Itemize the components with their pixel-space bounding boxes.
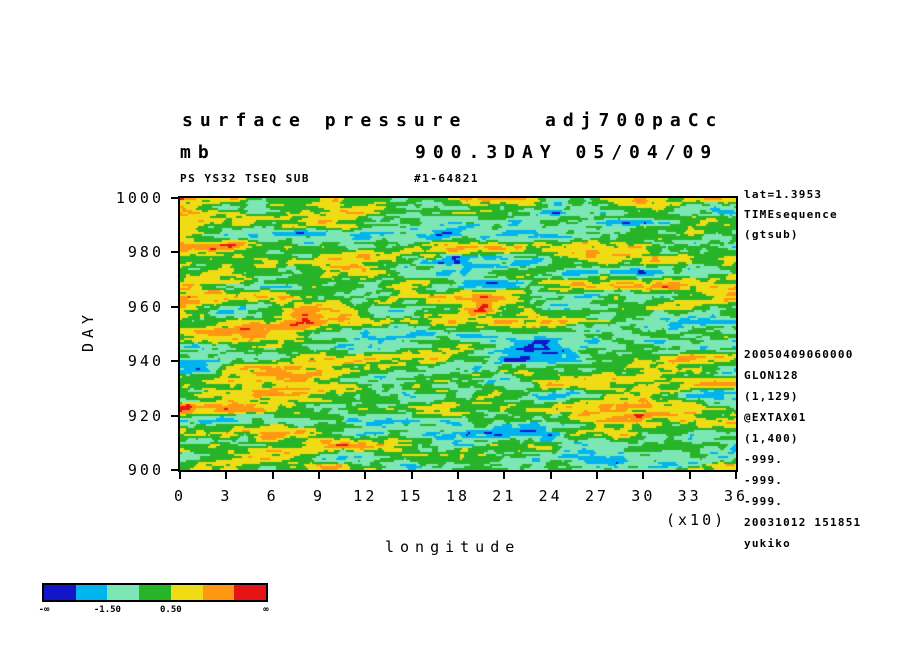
x-tick-label: 6 — [266, 487, 279, 505]
x-tick-mark — [318, 472, 320, 479]
x-tick-label: 3 — [220, 487, 233, 505]
side-note-line: (gtsub) — [744, 228, 799, 241]
dataset-id-label: PS YS32 TSEQ SUB — [180, 172, 310, 185]
plot-frame — [178, 196, 738, 472]
side-note-line: -999. — [744, 495, 784, 508]
x-tick-mark — [596, 472, 598, 479]
y-tick-mark — [171, 469, 178, 471]
colorbar-tick-label: ∞ — [263, 605, 269, 615]
x-tick-label: 9 — [312, 487, 326, 505]
x-tick-mark — [225, 472, 228, 479]
x-tick-mark — [457, 472, 459, 479]
y-tick-label: 980 — [127, 243, 164, 262]
side-note-line: TIMEsequence — [744, 208, 838, 221]
y-tick-mark — [171, 251, 178, 254]
side-note-line: lat=1.3953 — [744, 188, 823, 201]
y-tick-label: 960 — [127, 297, 164, 316]
side-note-line: 20031012 151851 — [744, 516, 862, 529]
x-tick-mark — [735, 472, 737, 479]
colorbar-segment — [75, 585, 108, 600]
x-tick-label: 21 — [492, 487, 517, 505]
colorbar-segment — [44, 585, 76, 600]
time-info-label: 900.3DAY 05/04/09 — [415, 142, 719, 163]
side-note-line: GLON128 — [744, 369, 799, 382]
x-tick-label: 27 — [584, 487, 610, 505]
side-note-line: (1,400) — [744, 432, 799, 445]
x-tick-label: 30 — [631, 487, 656, 505]
x-tick-label: 36 — [723, 487, 749, 505]
x-tick-label: 0 — [173, 487, 187, 505]
side-note-line: @EXTAX01 — [744, 411, 807, 424]
x-tick-mark — [179, 472, 181, 479]
x-tick-label: 33 — [677, 487, 702, 505]
y-tick-label: 900 — [127, 461, 164, 479]
chart-title-right: adj700paCc — [545, 110, 724, 131]
chart-title: surface pressure — [182, 110, 468, 131]
colorbar-tick-label: -1.50 — [93, 605, 121, 615]
y-tick-label: 940 — [127, 352, 164, 371]
colorbar-segment — [139, 585, 171, 600]
x-tick-mark — [364, 472, 367, 479]
colorbar-tick-label: 0.50 — [160, 605, 182, 615]
colorbar-segment — [170, 585, 203, 600]
side-note-line: 20050409060000 — [744, 348, 854, 361]
x-tick-label: 24 — [538, 487, 563, 505]
x-tick-mark — [503, 472, 506, 479]
side-note-line: (1,129) — [744, 390, 799, 403]
y-tick-label: 1000 — [115, 189, 164, 207]
colorbar-segment — [234, 585, 266, 600]
x-tick-mark — [271, 472, 274, 479]
units-label: mb — [180, 142, 216, 163]
x-tick-mark — [642, 472, 645, 479]
colorbar-segment — [107, 585, 140, 600]
colorbar-tick-label: -∞ — [38, 605, 50, 615]
x-tick-mark — [410, 472, 413, 479]
y-tick-label: 920 — [127, 406, 164, 425]
heatmap-canvas — [180, 198, 736, 470]
y-tick-mark — [171, 360, 178, 363]
y-axis-title: DAY — [79, 309, 97, 353]
side-note-line: -999. — [744, 453, 784, 466]
y-tick-mark — [171, 197, 178, 199]
record-id-label: #1-64821 — [414, 172, 479, 185]
y-tick-mark — [171, 414, 178, 417]
x-axis-scale-note: (x10) — [666, 511, 727, 529]
x-tick-mark — [688, 472, 691, 479]
x-tick-label: 12 — [353, 487, 378, 505]
colorbar — [42, 583, 268, 602]
side-note-line: yukiko — [744, 537, 791, 550]
colorbar-segment — [202, 585, 235, 600]
y-tick-mark — [171, 305, 178, 308]
x-axis-title: longitude — [385, 538, 521, 556]
x-tick-label: 18 — [445, 487, 471, 505]
side-note-line: -999. — [744, 474, 784, 487]
x-tick-label: 15 — [399, 487, 424, 505]
x-tick-mark — [549, 472, 552, 479]
